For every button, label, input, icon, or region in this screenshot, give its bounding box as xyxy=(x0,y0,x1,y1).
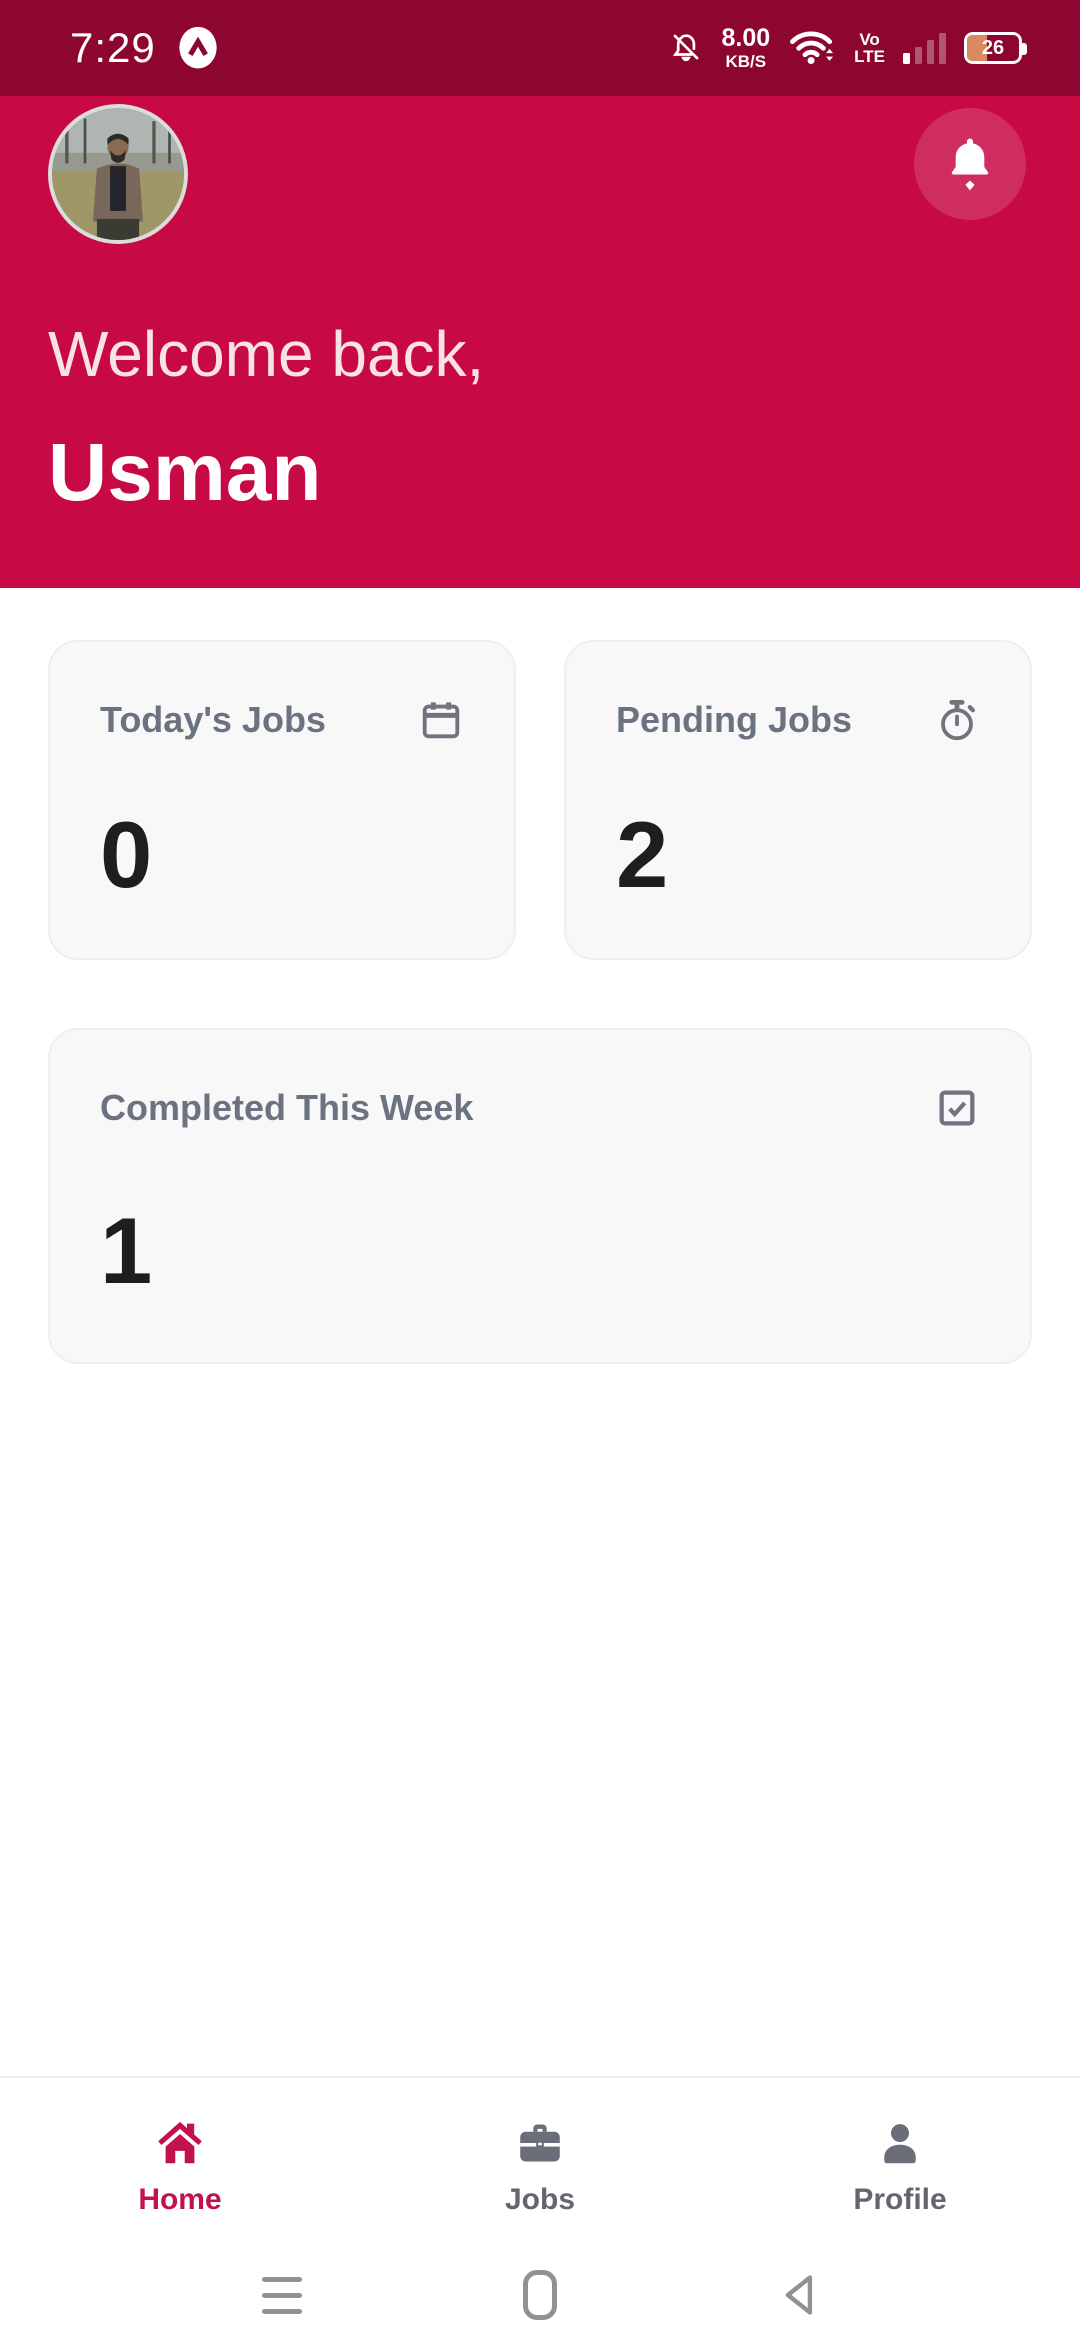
username-text: Usman xyxy=(48,427,322,518)
status-bar: 7:29 8.00 KB/S xyxy=(0,0,1080,96)
todays-jobs-card[interactable]: Today's Jobs 0 xyxy=(48,640,516,960)
volte-indicator: Vo LTE xyxy=(854,30,885,66)
wifi-icon xyxy=(788,28,836,68)
card-value: 0 xyxy=(100,802,153,907)
person-icon xyxy=(870,2115,930,2171)
nav-item-home[interactable]: Home xyxy=(0,2078,360,2250)
pending-jobs-card[interactable]: Pending Jobs 2 xyxy=(564,640,1032,960)
bottom-nav: Home Jobs Profile xyxy=(0,2076,1080,2250)
bell-muted-icon xyxy=(669,30,703,66)
android-nav-bar xyxy=(0,2250,1080,2340)
notifications-button[interactable] xyxy=(914,108,1026,220)
notification-bell-icon xyxy=(944,136,996,192)
card-title: Pending Jobs xyxy=(616,699,853,740)
battery-cap xyxy=(1022,43,1027,55)
greeting-text: Welcome back, xyxy=(48,318,485,390)
dashboard-content: Today's Jobs 0 Pending Jobs xyxy=(0,588,1080,2076)
checkbox-checked-icon xyxy=(934,1085,980,1131)
header: Welcome back, Usman xyxy=(0,96,1080,588)
back-triangle-icon[interactable] xyxy=(766,2263,830,2327)
nav-label: Jobs xyxy=(504,2183,576,2216)
completed-week-card[interactable]: Completed This Week 1 xyxy=(48,1028,1032,1364)
clock: 7:29 xyxy=(70,24,156,71)
battery-indicator: 26 xyxy=(964,32,1027,64)
signal-bars-icon xyxy=(903,32,946,64)
nav-label: Home xyxy=(138,2183,222,2216)
status-bar-left: 7:29 xyxy=(70,24,218,72)
caret-up-circle-icon xyxy=(178,27,218,69)
card-title: Today's Jobs xyxy=(100,699,326,740)
briefcase-icon xyxy=(510,2115,570,2171)
recents-lines-icon[interactable] xyxy=(250,2263,314,2327)
network-speed: 8.00 KB/S xyxy=(721,24,771,71)
stats-row: Today's Jobs 0 Pending Jobs xyxy=(48,640,1032,960)
battery-fill xyxy=(967,35,987,61)
nav-label: Profile xyxy=(853,2183,947,2216)
nav-item-jobs[interactable]: Jobs xyxy=(360,2078,720,2250)
home-pill-icon[interactable] xyxy=(508,2263,572,2327)
card-title: Completed This Week xyxy=(100,1087,474,1128)
nav-item-profile[interactable]: Profile xyxy=(720,2078,1080,2250)
card-value: 1 xyxy=(100,1198,153,1303)
home-icon xyxy=(150,2115,210,2171)
card-value: 2 xyxy=(616,802,669,907)
status-bar-right: 8.00 KB/S Vo LTE 26 xyxy=(669,24,1027,71)
calendar-icon xyxy=(418,697,464,743)
avatar[interactable] xyxy=(48,104,188,244)
stopwatch-icon xyxy=(934,697,980,743)
